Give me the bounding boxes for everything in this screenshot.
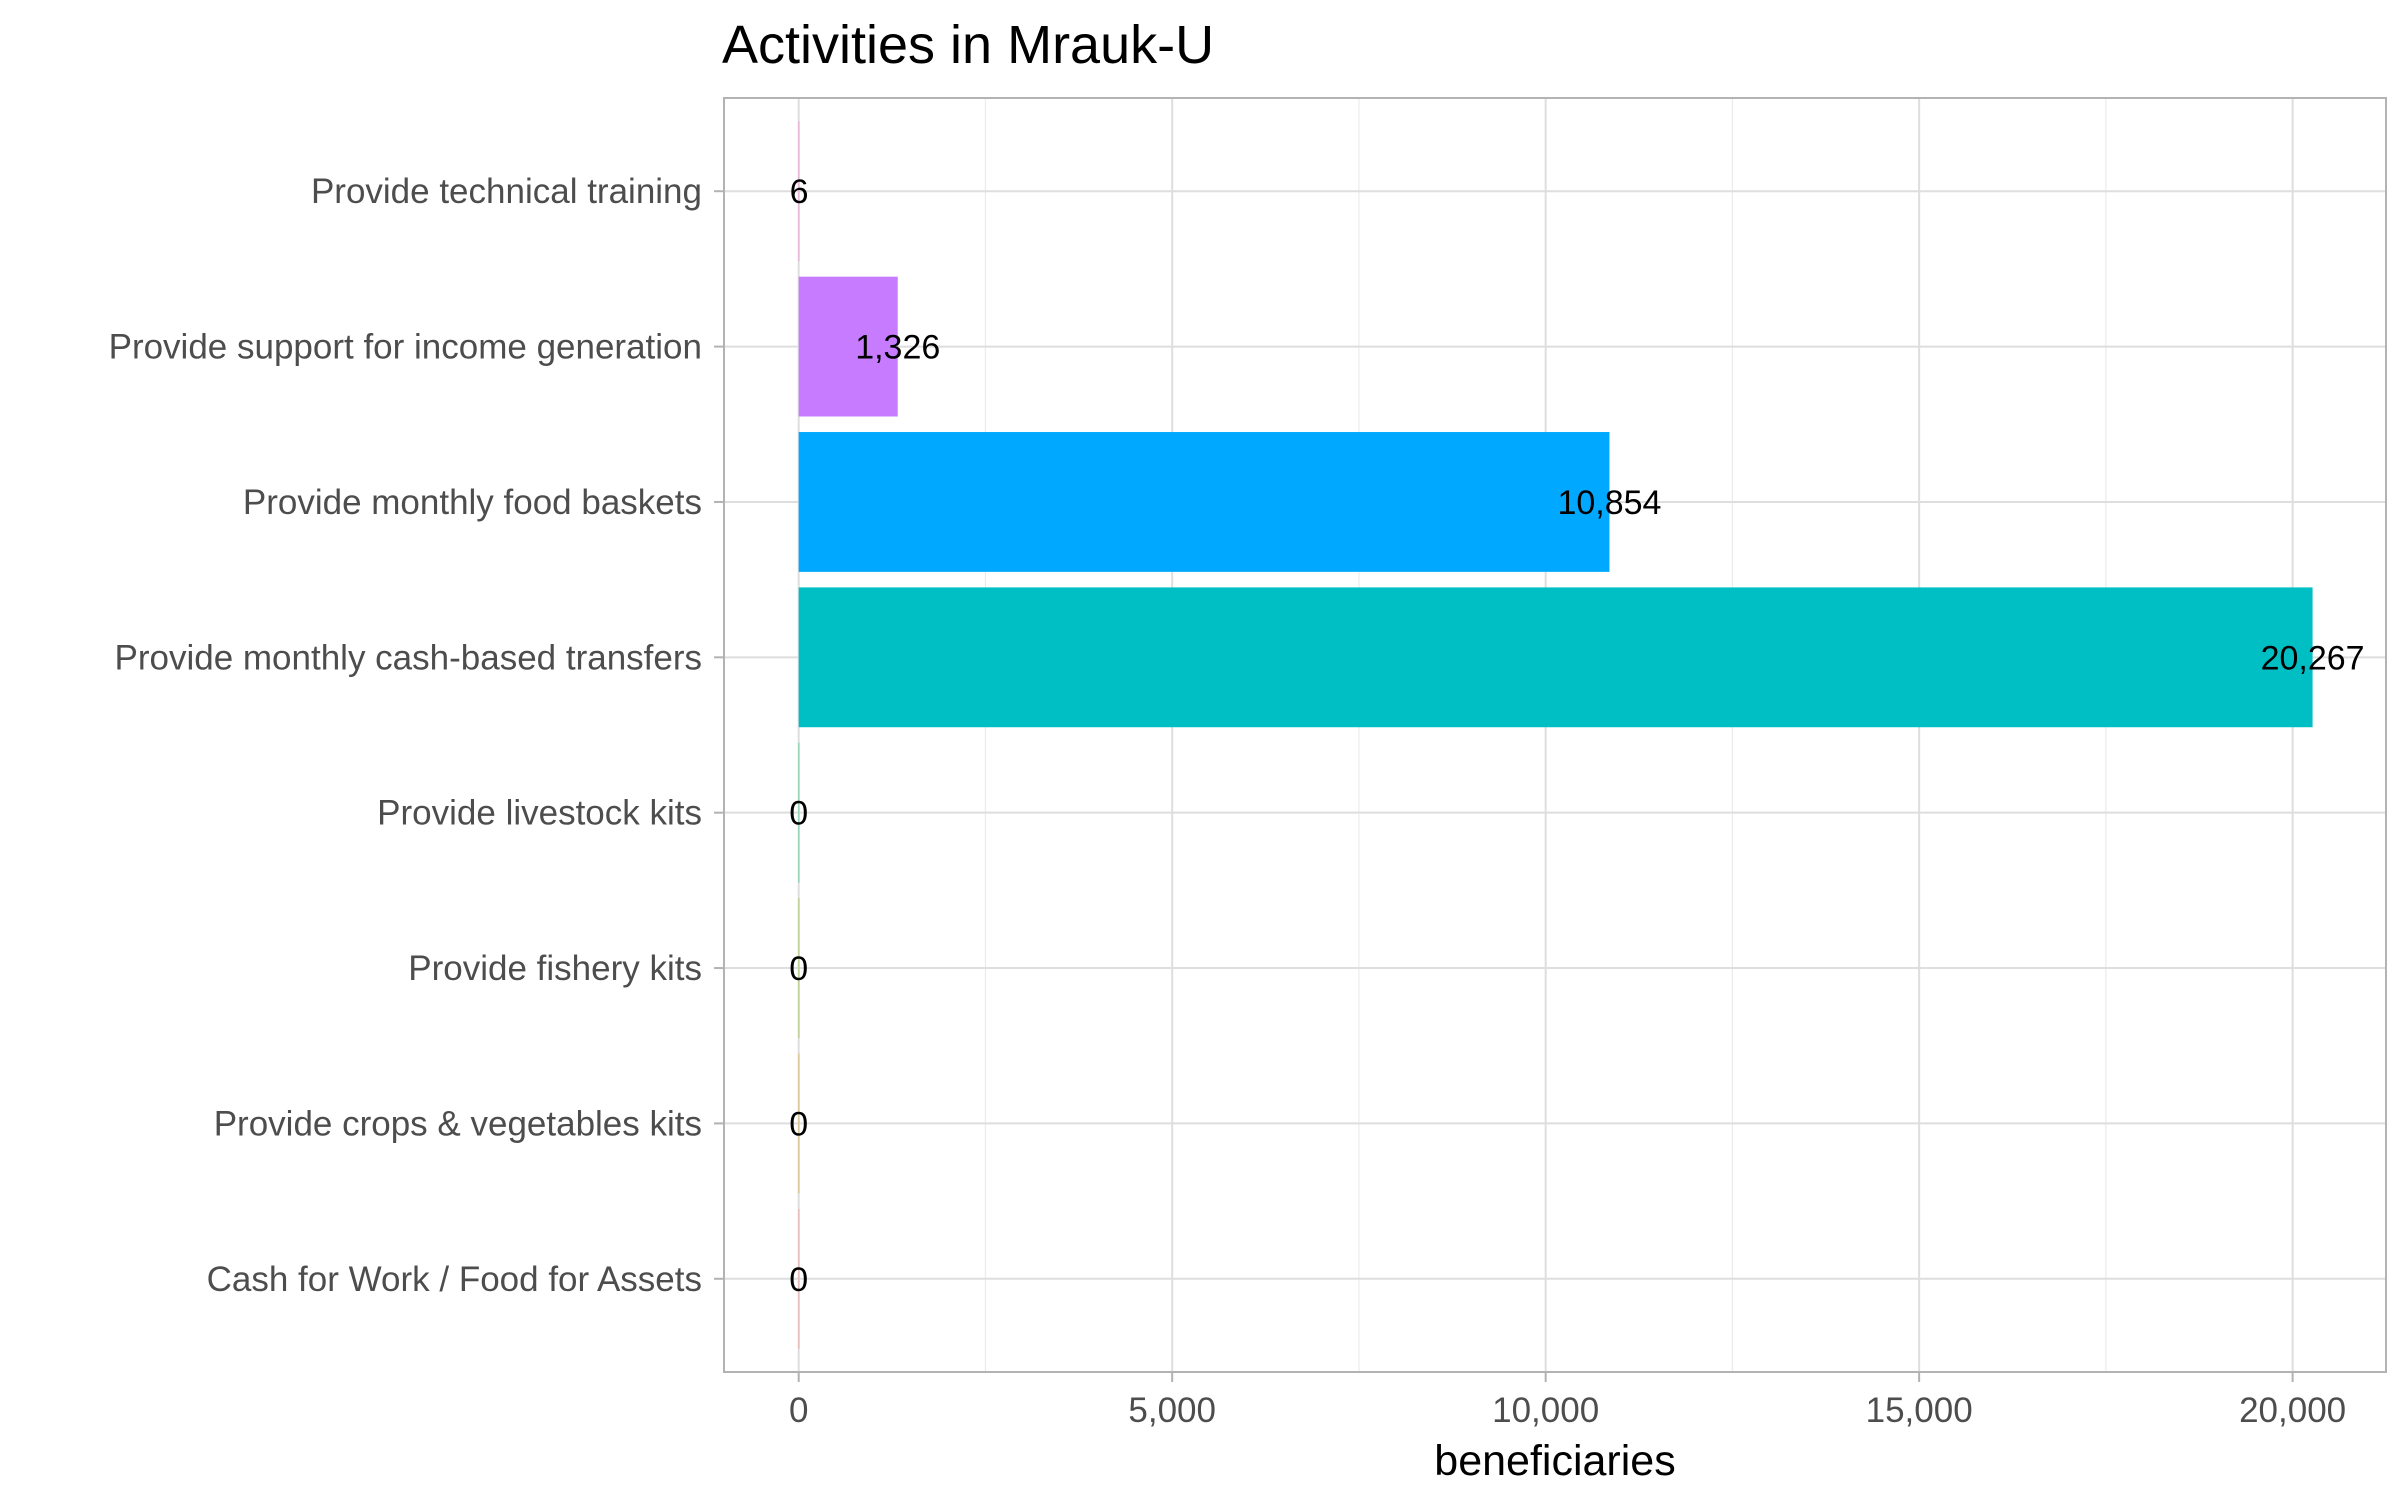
x-tick-label: 20,000 xyxy=(2239,1391,2346,1430)
y-tick-label: Provide fishery kits xyxy=(408,949,702,988)
y-tick-label: Provide support for income generation xyxy=(109,328,702,367)
bar xyxy=(798,121,800,262)
y-tick-label: Provide monthly food baskets xyxy=(243,483,702,522)
data-label: 0 xyxy=(789,1105,808,1143)
y-tick-label: Provide monthly cash-based transfers xyxy=(115,638,703,677)
data-label: 0 xyxy=(789,950,808,988)
bar xyxy=(798,1053,800,1194)
bar xyxy=(798,432,1610,572)
y-tick-label: Cash for Work / Food for Assets xyxy=(207,1260,702,1299)
y-tick-label: Provide crops & vegetables kits xyxy=(214,1104,702,1143)
data-label: 0 xyxy=(789,795,808,833)
x-axis-title: beneficiaries xyxy=(1434,1437,1675,1485)
data-labels: 6 1,326 10,854 20,267 0 0 0 0 xyxy=(789,173,2364,1299)
bar xyxy=(798,276,898,417)
x-tick-label: 0 xyxy=(789,1391,808,1430)
bars xyxy=(798,121,2313,1349)
data-label: 10,854 xyxy=(1557,484,1661,522)
bar xyxy=(798,742,800,883)
bar xyxy=(798,898,800,1038)
data-label: 0 xyxy=(789,1261,808,1299)
data-label: 20,267 xyxy=(2261,639,2365,677)
data-label: 1,326 xyxy=(855,329,940,367)
y-tick-label: Provide livestock kits xyxy=(377,794,702,833)
y-axis: Provide technical training Provide suppor… xyxy=(109,172,724,1299)
bar xyxy=(798,587,2313,728)
x-axis: 0 5,000 10,000 15,000 20,000 xyxy=(789,1372,2346,1430)
plot-panel-border xyxy=(723,97,2387,1373)
chart-title: Activities in Mrauk-U xyxy=(722,15,1214,75)
x-tick-label: 5,000 xyxy=(1128,1391,1216,1430)
x-tick-label: 10,000 xyxy=(1492,1391,1599,1430)
y-tick-label: Provide technical training xyxy=(311,172,702,211)
bar xyxy=(798,1208,800,1349)
x-tick-label: 15,000 xyxy=(1866,1391,1973,1430)
grid-lines xyxy=(724,98,2386,1372)
data-label: 6 xyxy=(790,173,809,211)
